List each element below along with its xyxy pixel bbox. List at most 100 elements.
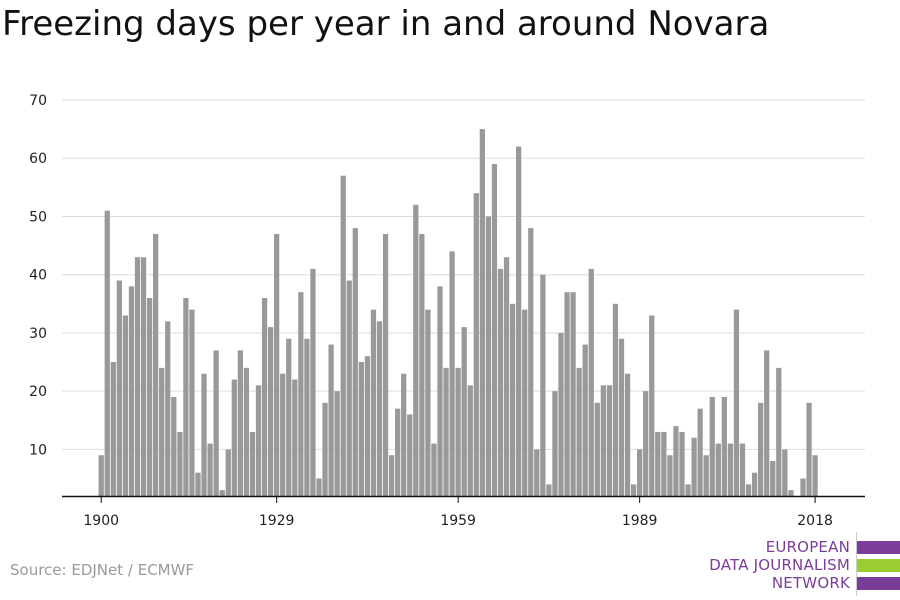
- logo-bar-3: [857, 577, 900, 590]
- bar-2017: [806, 402, 812, 496]
- bar-1940: [340, 175, 346, 497]
- logo-line-3: NETWORK: [771, 574, 850, 592]
- bar-2004: [727, 443, 734, 496]
- chart-title: Freezing days per year in and around Nov…: [2, 4, 770, 44]
- bar-2010: [764, 350, 770, 496]
- bar-1907: [140, 257, 147, 496]
- bar-1989: [637, 449, 643, 496]
- y-tick-label-40: 40: [29, 268, 47, 284]
- bar-1976: [558, 332, 564, 496]
- bar-1982: [594, 402, 600, 496]
- bar-2016: [800, 478, 806, 496]
- bar-1941: [346, 280, 352, 496]
- bar-2006: [739, 443, 746, 496]
- bar-1992: [655, 431, 661, 496]
- bar-1962: [473, 193, 479, 497]
- bar-1999: [697, 408, 703, 496]
- bar-2007: [745, 484, 752, 496]
- bar-1926: [255, 385, 262, 496]
- bar-2012: [776, 367, 782, 496]
- bar-1915: [189, 309, 195, 496]
- bar-1921: [225, 449, 231, 496]
- y-tick-label-20: 20: [29, 384, 47, 400]
- bar-1986: [618, 338, 625, 496]
- bar-1949: [395, 408, 401, 496]
- bar-1956: [437, 286, 443, 496]
- bar-1969: [516, 146, 522, 496]
- bar-1945: [370, 309, 377, 496]
- bar-1936: [316, 478, 322, 496]
- bar-1928: [267, 327, 274, 496]
- bar-1935: [310, 268, 316, 496]
- bar-1902: [110, 362, 116, 496]
- bar-1973: [540, 274, 546, 496]
- bar-1997: [685, 484, 691, 496]
- bar-1951: [407, 414, 413, 496]
- bar-1923: [237, 350, 243, 496]
- bar-1925: [249, 431, 256, 496]
- bar-1980: [582, 344, 588, 496]
- bar-1984: [606, 385, 613, 496]
- bar-2011: [770, 461, 776, 496]
- bar-1914: [183, 298, 189, 496]
- bar-1932: [292, 379, 298, 496]
- source-note: Source: EDJNet / ECMWF: [10, 561, 195, 579]
- bar-1906: [134, 257, 141, 496]
- bar-1985: [612, 303, 619, 496]
- bar-1943: [358, 362, 364, 496]
- bar-1929: [274, 233, 280, 497]
- y-tick-label-30: 30: [29, 326, 47, 342]
- bar-2018: [812, 455, 818, 496]
- bar-1905: [128, 286, 135, 496]
- bar-1908: [146, 298, 153, 496]
- bar-1953: [419, 233, 425, 497]
- bars: [98, 129, 818, 497]
- bar-1993: [661, 431, 667, 496]
- y-tick-label-50: 50: [29, 209, 47, 225]
- bar-1911: [165, 321, 171, 496]
- bar-1922: [231, 379, 237, 496]
- bar-1978: [570, 292, 576, 496]
- bar-1963: [479, 129, 485, 496]
- y-tick-label-10: 10: [29, 442, 47, 458]
- y-axis: 10 20 30 40 50 60 70: [29, 93, 47, 458]
- x-tick-label-1929: 1929: [259, 513, 295, 529]
- bar-1903: [116, 280, 122, 496]
- bar-1991: [649, 315, 655, 496]
- bar-1924: [243, 367, 250, 496]
- bar-2008: [751, 472, 758, 496]
- bar-1937: [322, 402, 328, 496]
- edjnet-logo: EUROPEAN DATA JOURNALISM NETWORK: [700, 532, 900, 596]
- y-tick-label-60: 60: [29, 151, 47, 167]
- bar-1946: [376, 321, 383, 496]
- logo-bar-1: [857, 541, 900, 554]
- bar-1995: [673, 426, 679, 496]
- bar-1944: [364, 356, 371, 496]
- bar-1972: [534, 449, 540, 496]
- bar-2005: [733, 309, 740, 496]
- bar-1996: [679, 431, 685, 496]
- bar-1981: [588, 268, 594, 496]
- bar-1990: [643, 391, 649, 496]
- bar-1927: [261, 298, 268, 496]
- bar-1954: [425, 309, 431, 496]
- bar-1910: [159, 367, 165, 496]
- bar-1909: [153, 233, 159, 497]
- bar-1900: [98, 455, 104, 496]
- logo-divider: [856, 532, 857, 596]
- bar-1917: [201, 373, 207, 496]
- bar-1901: [104, 210, 110, 496]
- bar-1918: [207, 443, 213, 496]
- bar-1955: [431, 443, 437, 496]
- bar-1948: [388, 455, 395, 496]
- bar-1994: [667, 455, 673, 496]
- bar-1988: [630, 484, 637, 496]
- bar-1974: [546, 484, 552, 496]
- bar-1959: [455, 367, 461, 496]
- bar-2003: [721, 397, 727, 496]
- bar-1950: [401, 373, 407, 496]
- x-tick-label-1989: 1989: [622, 513, 658, 529]
- bar-1964: [485, 216, 492, 496]
- bar-2009: [758, 402, 764, 496]
